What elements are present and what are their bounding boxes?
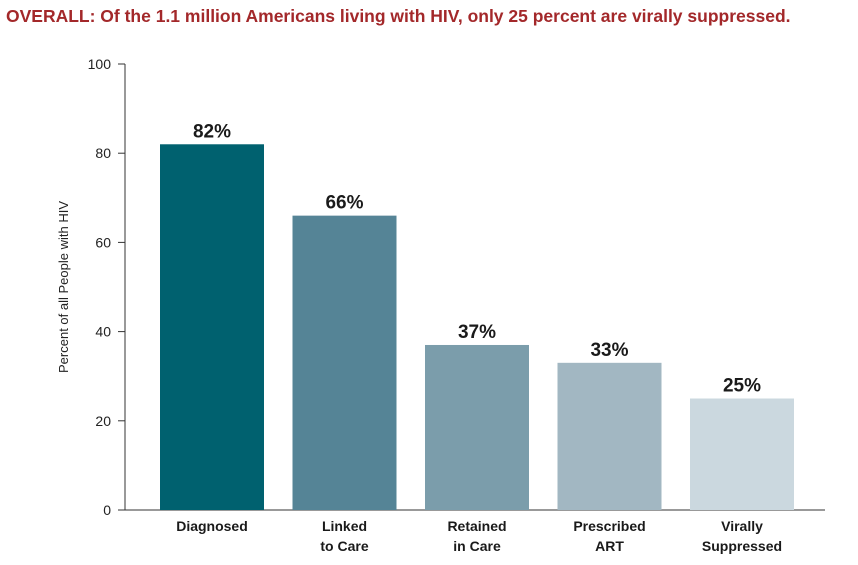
x-axis-labels: Diagnosed Linked to Care Retained in Care Pre…: [176, 518, 782, 554]
bar: [292, 215, 397, 510]
x-tick-label: in Care: [453, 538, 501, 554]
bar: [557, 362, 662, 510]
bars: 82% 66% 37% 33% 25%: [160, 121, 794, 510]
chart-title: OVERALL: Of the 1.1 million Americans li…: [6, 6, 791, 26]
y-tick-label: 20: [95, 413, 111, 429]
bar-data-label: 37%: [458, 322, 496, 343]
x-tick-label: Virally: [721, 518, 763, 534]
y-tick-label: 80: [95, 145, 111, 161]
bar-data-label: 25%: [723, 376, 761, 397]
x-tick-label: Diagnosed: [176, 518, 248, 534]
y-tick-label: 100: [88, 56, 112, 72]
bar-data-label: 82%: [193, 121, 231, 142]
x-tick-label: Prescribed: [573, 518, 645, 534]
bar-data-label: 33%: [590, 340, 628, 361]
bar: [160, 144, 264, 510]
x-tick-label: ART: [595, 538, 624, 554]
y-tick-label: 40: [95, 324, 111, 340]
y-axis-label: Percent of all People with HIV: [56, 201, 71, 373]
bar: [690, 398, 794, 510]
y-tick-label: 0: [103, 502, 111, 518]
x-tick-label: Retained: [447, 518, 506, 534]
x-tick-label: Linked: [322, 518, 367, 534]
x-tick-label: Suppressed: [702, 538, 782, 554]
y-tick-label: 60: [95, 234, 111, 250]
bar: [425, 344, 529, 510]
bar-data-label: 66%: [325, 193, 363, 214]
x-tick-label: to Care: [320, 538, 368, 554]
